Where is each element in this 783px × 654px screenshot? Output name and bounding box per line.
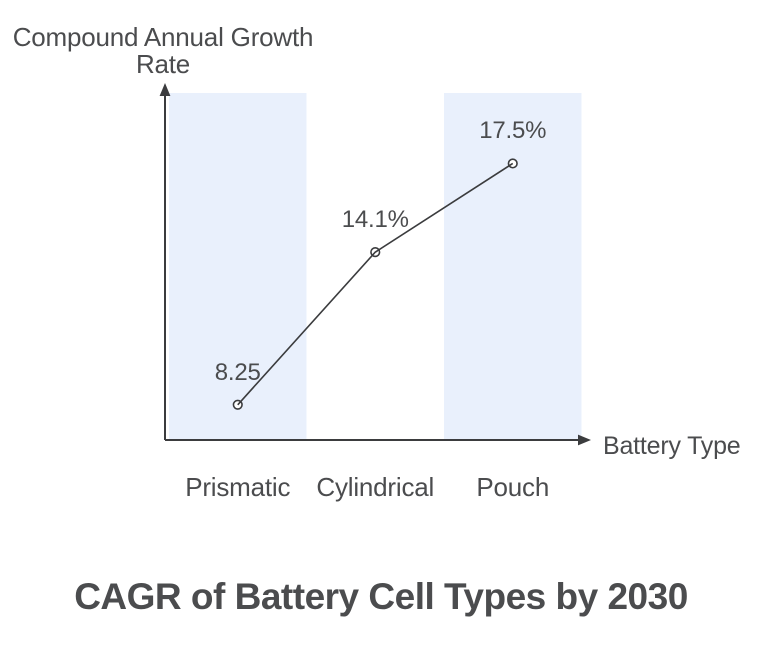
value-label-cylindrical: 14.1%	[341, 206, 409, 234]
highlight-band-pouch	[444, 93, 582, 440]
trend-line	[237, 162, 514, 406]
chart-title: CAGR of Battery Cell Types by 2030	[74, 576, 688, 617]
x-axis-title: Battery Type	[603, 432, 741, 460]
category-label-cylindrical: Cylindrical	[316, 472, 435, 502]
x-axis-arrowhead-icon	[578, 434, 591, 446]
y-axis-title: Compound Annual Growth Rate	[12, 22, 314, 79]
highlight-band-prismatic	[169, 93, 307, 440]
value-label-prismatic: 8.25	[214, 358, 261, 386]
category-label-pouch: Pouch	[476, 472, 550, 502]
category-label-prismatic: Prismatic	[185, 472, 291, 502]
line-plot	[159, 83, 591, 446]
value-label-pouch: 17.5%	[479, 117, 547, 145]
y-axis-arrowhead-icon	[159, 83, 171, 96]
